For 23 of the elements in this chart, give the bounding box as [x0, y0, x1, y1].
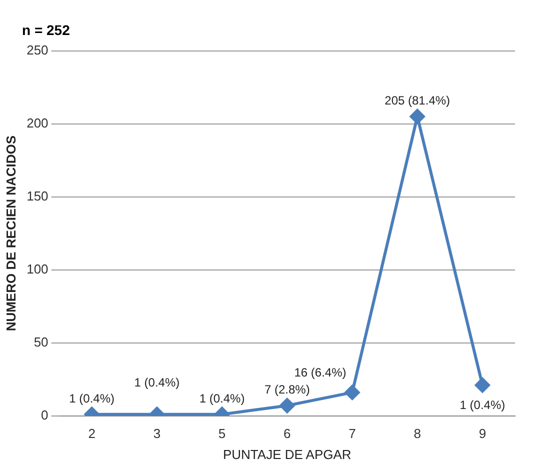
data-label: 7 (2.8%): [264, 382, 310, 397]
x-axis-title: PUNTAJE DE APGAR: [222, 446, 352, 462]
data-label: 1 (0.4%): [134, 375, 180, 390]
y-tick-label: 50: [34, 334, 48, 350]
data-label: 1 (0.4%): [199, 391, 245, 406]
x-tick-label: 2: [88, 426, 96, 442]
data-label: 1 (0.4%): [69, 391, 115, 406]
y-tick-label: 250: [26, 42, 48, 58]
x-tick-label: 3: [153, 426, 161, 442]
data-label: 205 (81.4%): [384, 94, 450, 108]
annotation: 1 (0.4%): [460, 398, 506, 412]
x-tick-label: 6: [284, 426, 291, 442]
x-tick-label: 5: [218, 426, 226, 442]
data-label: 16 (6.4%): [294, 365, 346, 380]
x-tick-label: 9: [478, 426, 486, 442]
y-tick-label: 100: [26, 261, 48, 276]
y-tick-label: 150: [26, 188, 48, 204]
x-tick-label: 7: [348, 426, 356, 442]
y-axis-title: NUMERO DE RECIEN NACIDOS: [3, 135, 18, 332]
y-tick-label: 200: [26, 115, 48, 130]
x-tick-label: 8: [414, 426, 421, 442]
chart-title: n = 252: [22, 22, 70, 38]
y-tick-label: 0: [41, 407, 48, 422]
